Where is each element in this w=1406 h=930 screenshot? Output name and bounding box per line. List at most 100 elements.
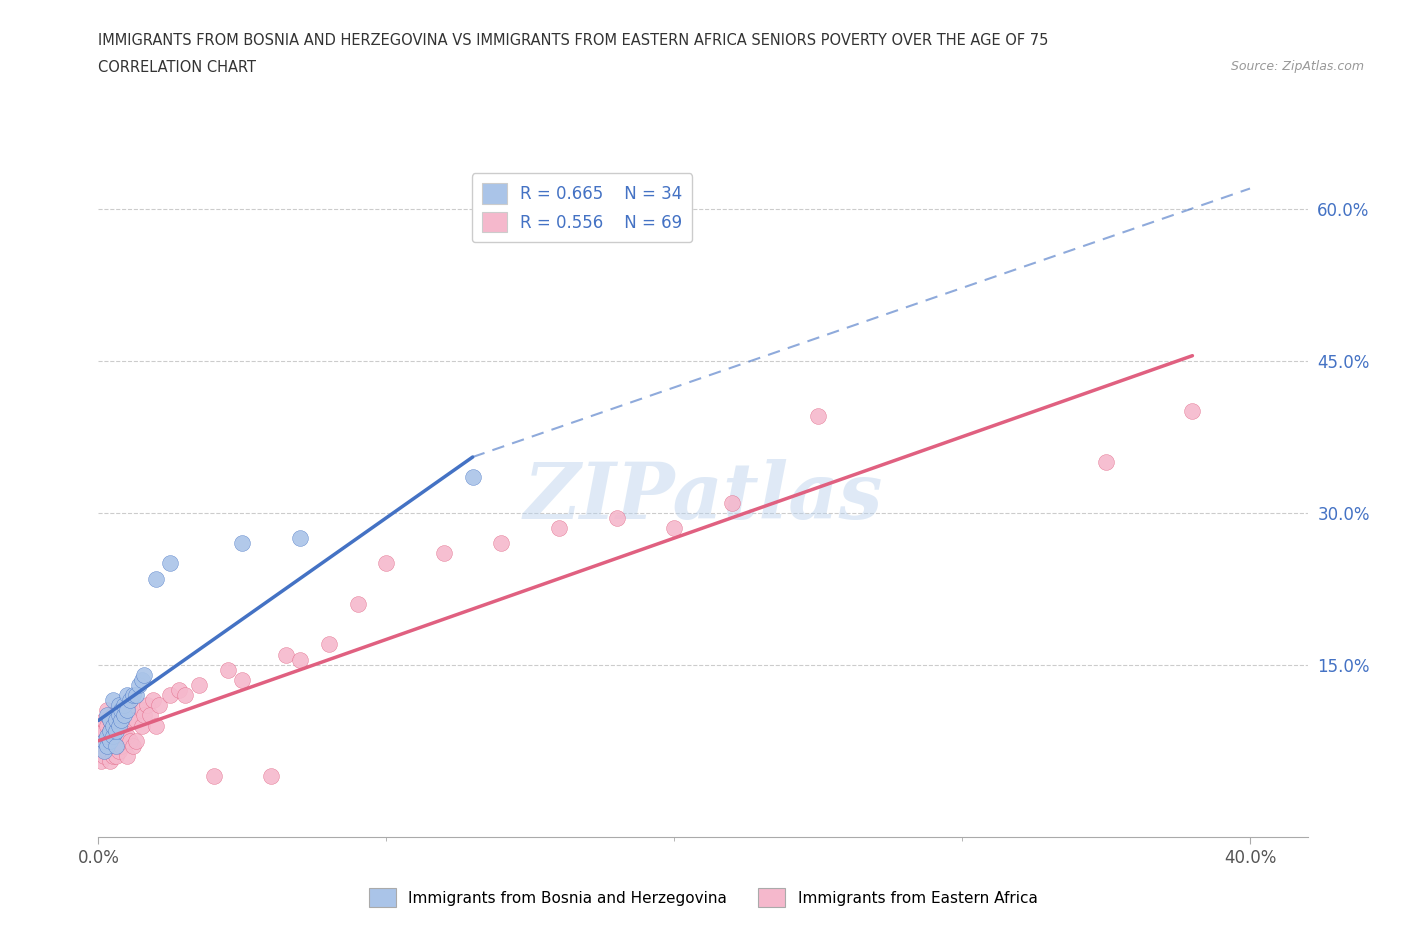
Point: [136, 698, 159, 712]
Point: [90, 738, 112, 753]
Point: [1095, 455, 1118, 470]
Point: [98, 753, 121, 768]
Point: [115, 728, 138, 743]
Point: [318, 637, 340, 652]
Point: [110, 738, 132, 753]
Point: [96, 728, 118, 743]
Point: [98, 724, 121, 738]
Point: [93, 733, 115, 748]
Point: [145, 718, 167, 733]
Text: Source: ZipAtlas.com: Source: ZipAtlas.com: [1230, 60, 1364, 73]
Point: [96, 743, 118, 758]
Point: [93, 724, 115, 738]
Point: [101, 718, 124, 733]
Point: [96, 708, 118, 723]
Point: [260, 769, 283, 784]
Point: [131, 703, 153, 718]
Point: [231, 536, 253, 551]
Point: [288, 531, 311, 546]
Point: [142, 693, 165, 708]
Point: [101, 693, 124, 708]
Point: [93, 749, 115, 764]
Point: [107, 713, 129, 728]
Point: [807, 409, 830, 424]
Point: [217, 662, 239, 677]
Point: [107, 743, 129, 758]
Point: [148, 698, 170, 712]
Point: [167, 683, 190, 698]
Point: [110, 713, 132, 728]
Point: [128, 678, 150, 693]
Point: [122, 713, 145, 728]
Point: [96, 703, 118, 718]
Point: [274, 647, 297, 662]
Point: [120, 693, 142, 708]
Point: [101, 733, 124, 748]
Point: [101, 749, 124, 764]
Point: [96, 733, 118, 748]
Point: [115, 703, 138, 718]
Point: [96, 738, 118, 753]
Point: [104, 728, 127, 743]
Point: [122, 738, 145, 753]
Point: [202, 769, 225, 784]
Point: [664, 521, 686, 536]
Point: [112, 698, 135, 712]
Point: [104, 738, 127, 753]
Point: [112, 713, 135, 728]
Point: [93, 743, 115, 758]
Point: [107, 698, 129, 712]
Legend: Immigrants from Bosnia and Herzegovina, Immigrants from Eastern Africa: Immigrants from Bosnia and Herzegovina, …: [363, 883, 1043, 913]
Point: [125, 733, 148, 748]
Legend: R = 0.665    N = 34, R = 0.556    N = 69: R = 0.665 N = 34, R = 0.556 N = 69: [472, 173, 692, 242]
Point: [110, 703, 132, 718]
Point: [90, 724, 112, 738]
Point: [606, 511, 628, 525]
Text: CORRELATION CHART: CORRELATION CHART: [98, 60, 256, 75]
Point: [101, 708, 124, 723]
Point: [101, 728, 124, 743]
Point: [134, 668, 156, 683]
Point: [120, 733, 142, 748]
Point: [107, 718, 129, 733]
Text: ZIPatlas: ZIPatlas: [523, 459, 883, 536]
Point: [107, 728, 129, 743]
Point: [112, 728, 135, 743]
Point: [1181, 404, 1204, 418]
Point: [173, 687, 195, 702]
Point: [104, 713, 127, 728]
Point: [548, 521, 571, 536]
Point: [491, 536, 513, 551]
Point: [115, 687, 138, 702]
Point: [98, 724, 121, 738]
Point: [115, 713, 138, 728]
Point: [98, 738, 121, 753]
Point: [120, 703, 142, 718]
Point: [110, 708, 132, 723]
Point: [98, 713, 121, 728]
Point: [104, 749, 127, 764]
Point: [112, 708, 135, 723]
Point: [122, 687, 145, 702]
Point: [115, 749, 138, 764]
Point: [139, 708, 162, 723]
Point: [288, 652, 311, 667]
Point: [101, 718, 124, 733]
Point: [131, 672, 153, 687]
Point: [98, 733, 121, 748]
Point: [433, 546, 456, 561]
Point: [375, 556, 398, 571]
Point: [346, 596, 368, 611]
Point: [145, 571, 167, 586]
Point: [93, 733, 115, 748]
Point: [159, 687, 181, 702]
Point: [98, 713, 121, 728]
Point: [104, 724, 127, 738]
Point: [90, 753, 112, 768]
Text: IMMIGRANTS FROM BOSNIA AND HERZEGOVINA VS IMMIGRANTS FROM EASTERN AFRICA SENIORS: IMMIGRANTS FROM BOSNIA AND HERZEGOVINA V…: [98, 33, 1049, 47]
Point: [461, 470, 484, 485]
Point: [96, 718, 118, 733]
Point: [125, 687, 148, 702]
Point: [134, 708, 156, 723]
Point: [107, 708, 129, 723]
